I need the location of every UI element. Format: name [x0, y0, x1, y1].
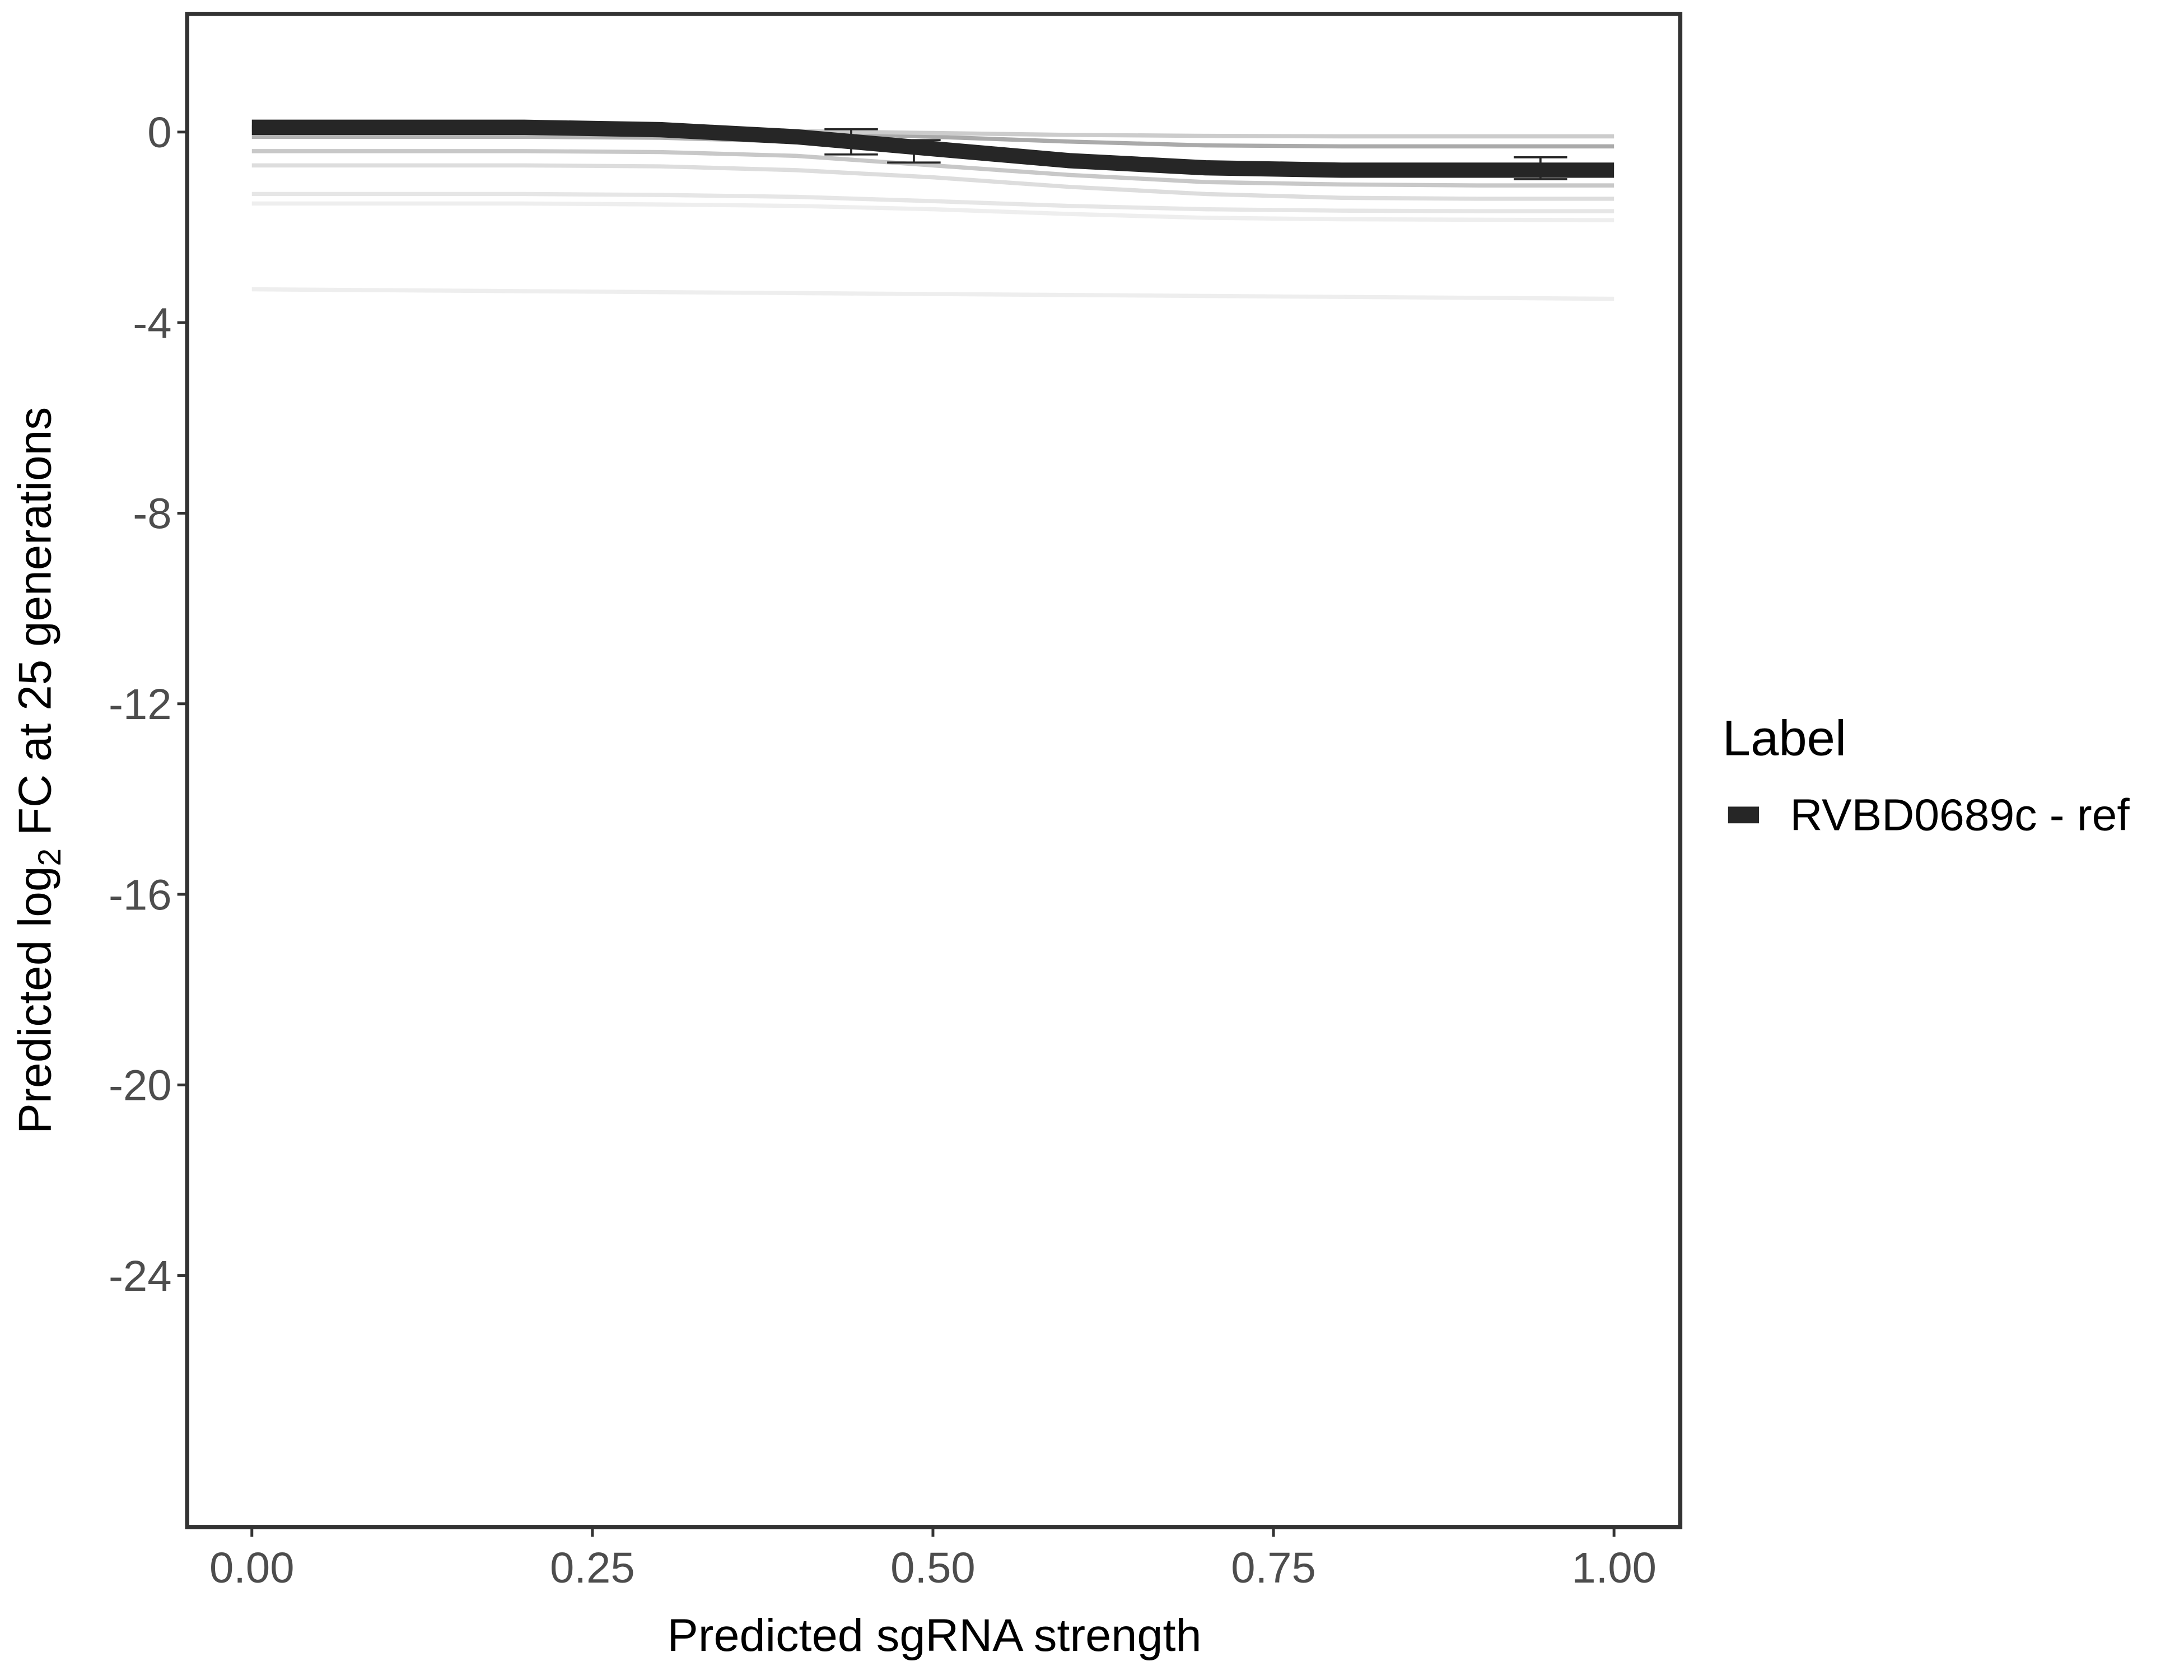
legend-swatch [1728, 806, 1760, 824]
legend-label: RVBD0689c - ref [1790, 790, 2130, 839]
x-tick-label: 0.25 [550, 1544, 635, 1592]
y-tick-label: -8 [133, 490, 171, 538]
background-line [251, 201, 1614, 222]
x-tick-label: 0.00 [209, 1544, 295, 1592]
y-axis-title: Predicted log2 FC at 25 generations [9, 407, 68, 1134]
error-bar [887, 139, 941, 164]
y-tick-label: -20 [109, 1062, 172, 1109]
background-line [251, 192, 1614, 213]
x-tick-label: 0.75 [1231, 1544, 1316, 1592]
y-tick-label: 0 [147, 109, 171, 157]
background-line [251, 149, 1614, 188]
series-line [251, 119, 1614, 178]
y-tick-label: -16 [109, 871, 172, 919]
y-axis-title-part: FC at 25 generations [9, 407, 61, 848]
y-tick-label: -4 [133, 300, 171, 347]
legend-title: Label [1723, 711, 1846, 766]
error-bar [824, 128, 878, 156]
y-tick-label: -12 [109, 680, 172, 728]
y-axis-title-sub: 2 [32, 848, 68, 866]
y-axis-title-part: Predicted log [9, 866, 61, 1134]
background-line [251, 163, 1614, 201]
x-axis-title: Predicted sgRNA strength [668, 1609, 1202, 1660]
plot-border [185, 12, 1683, 1529]
error-bar [1514, 156, 1567, 180]
background-line [251, 287, 1614, 301]
y-tick-label: -24 [109, 1252, 172, 1300]
x-tick-label: 0.50 [890, 1544, 976, 1592]
x-tick-label: 1.00 [1571, 1544, 1656, 1592]
